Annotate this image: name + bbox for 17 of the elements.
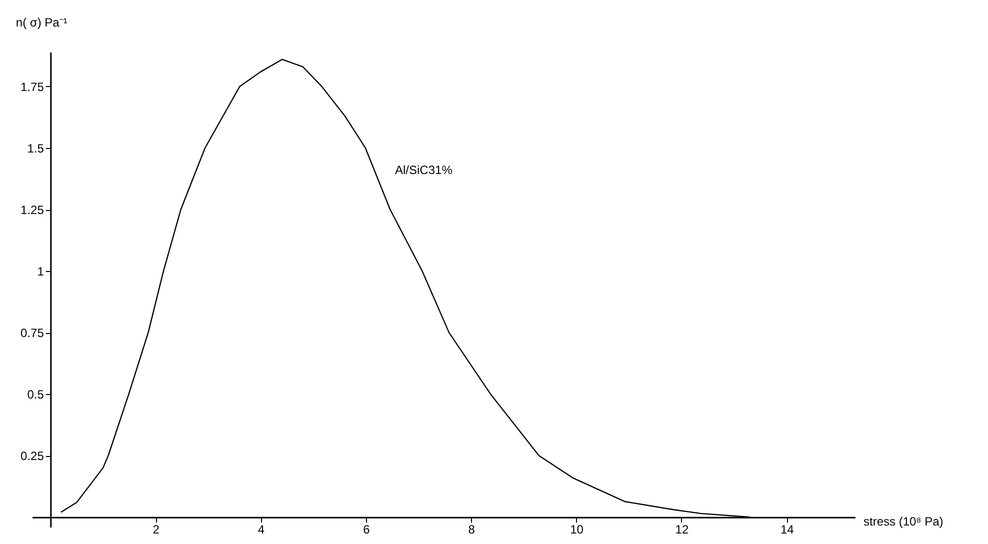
x-tick-label: 6 [363, 522, 370, 537]
x-tick-label: 10 [570, 522, 584, 537]
y-axis-title: n( σ) Pa⁻¹ [16, 16, 68, 30]
y-tick-label: 1.5 [27, 141, 44, 156]
x-tick-label: 8 [468, 522, 476, 537]
y-tick-label: 1 [37, 264, 44, 279]
y-tick-label: 1.25 [20, 203, 44, 218]
x-tick-label: 14 [780, 522, 794, 537]
x-tick-label: 12 [675, 522, 689, 537]
y-tick-label: 1.75 [20, 80, 44, 94]
x-axis-title: stress (10⁸ Pa) [864, 514, 944, 529]
y-tick-label: 0.25 [20, 449, 44, 464]
y-tick-label: 0.75 [20, 326, 44, 340]
series-label: Al/SiC31% [395, 163, 453, 177]
x-tick-label: 4 [258, 522, 265, 537]
x-tick-label: 2 [152, 522, 160, 537]
y-tick-label: 0.5 [27, 388, 44, 402]
